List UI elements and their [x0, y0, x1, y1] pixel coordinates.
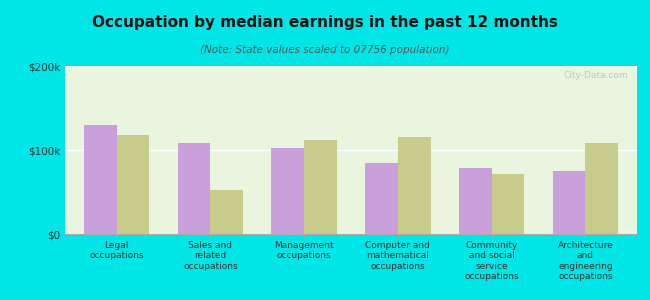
- Bar: [304, 140, 337, 234]
- Bar: [552, 171, 586, 234]
- Bar: [84, 125, 116, 234]
- Text: City-Data.com: City-Data.com: [564, 71, 629, 80]
- Bar: [271, 148, 304, 234]
- Bar: [398, 137, 431, 234]
- Bar: [211, 190, 243, 234]
- Bar: [586, 143, 618, 234]
- Bar: [365, 163, 398, 234]
- Bar: [459, 169, 491, 234]
- Text: (Note: State values scaled to 07756 population): (Note: State values scaled to 07756 popu…: [200, 45, 450, 55]
- Bar: [116, 135, 150, 234]
- Bar: [177, 143, 211, 234]
- Bar: [491, 173, 525, 234]
- Text: Occupation by median earnings in the past 12 months: Occupation by median earnings in the pas…: [92, 15, 558, 30]
